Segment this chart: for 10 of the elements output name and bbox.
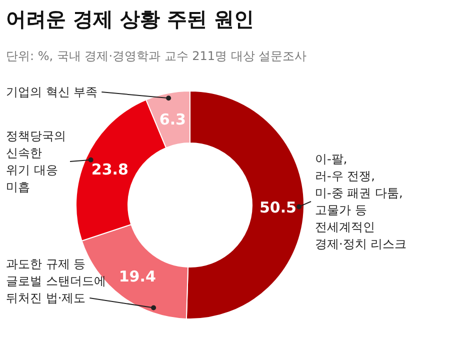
data-label: 23.8 bbox=[91, 160, 128, 179]
slice-label: 과도한 규제 등 글로벌 스탠더드에 뒤처진 법·제도 bbox=[6, 257, 106, 305]
chart-title: 어려운 경제 상황 주된 원인 bbox=[6, 7, 254, 31]
slice-label: 기업의 혁신 부족 bbox=[6, 85, 98, 99]
data-label: 6.3 bbox=[159, 110, 186, 129]
slice-label: 이-팔, 러-우 전쟁, 미-중 패권 다툼, 고물가 등 전세계적인 경제·정치 리스크 bbox=[315, 152, 407, 251]
data-label: 19.4 bbox=[118, 268, 156, 286]
data-label: 50.5 bbox=[259, 198, 296, 216]
chart-subtitle: 단위: %, 국내 경제·경영학과 교수 211명 대상 설문조사 bbox=[6, 49, 307, 63]
slice-label: 정책당국의 신속한 위기 대응 미흡 bbox=[6, 129, 66, 194]
